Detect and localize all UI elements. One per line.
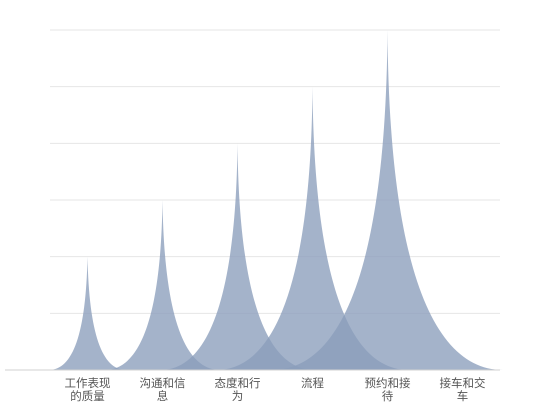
x-tick-label: 预约和接待	[365, 376, 411, 403]
peak-mark	[216, 86, 409, 371]
peak-mark	[160, 143, 315, 370]
x-tick-label-line: 预约和接	[365, 376, 411, 390]
x-tick-label-line: 流程	[301, 376, 324, 390]
x-tick-label-line: 车	[457, 389, 469, 403]
x-tick-label: 流程	[301, 376, 324, 390]
x-tick-label: 接车和交车	[440, 376, 486, 403]
x-tick-label-line: 沟通和信	[140, 376, 186, 390]
peak-mark	[48, 256, 127, 370]
x-tick-label-line: 为	[232, 389, 244, 403]
peak-mark	[271, 30, 504, 370]
x-axis-tick-labels: 工作表现的质量 沟通和信息 态度和行为 流程 预约和接待 接车和交车	[65, 376, 486, 403]
x-tick-label-line: 态度和行	[215, 376, 261, 390]
x-tick-label-line: 的质量	[70, 389, 105, 403]
x-tick-label-line: 待	[382, 389, 394, 403]
x-tick-label-line: 接车和交	[440, 376, 486, 390]
x-tick-label: 工作表现的质量	[65, 376, 111, 403]
x-tick-label: 沟通和信息	[140, 376, 186, 403]
x-tick-label-line: 息	[157, 389, 169, 403]
peak-series	[48, 30, 504, 371]
x-tick-label-line: 工作表现	[65, 376, 111, 390]
x-tick-label: 态度和行为	[215, 376, 261, 403]
peak-mark	[104, 200, 221, 370]
gridlines	[50, 29, 500, 314]
